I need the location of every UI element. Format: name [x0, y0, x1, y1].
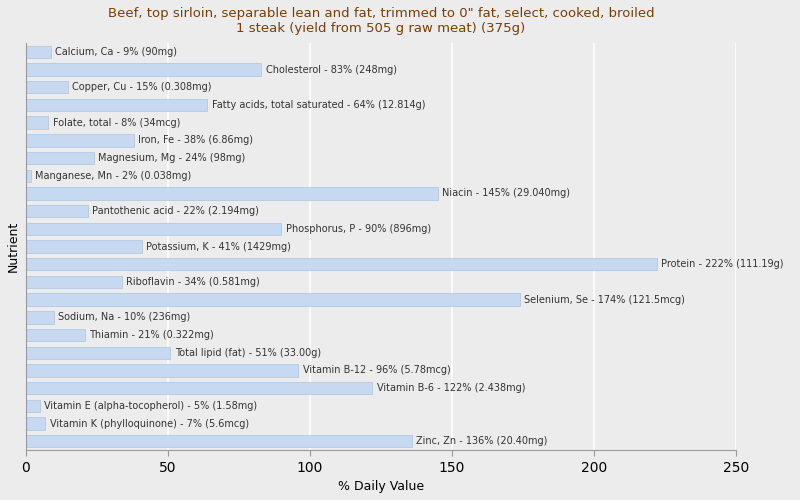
Text: Total lipid (fat) - 51% (33.00g): Total lipid (fat) - 51% (33.00g) — [174, 348, 321, 358]
Text: Copper, Cu - 15% (0.308mg): Copper, Cu - 15% (0.308mg) — [73, 82, 212, 92]
Text: Vitamin B-12 - 96% (5.78mcg): Vitamin B-12 - 96% (5.78mcg) — [302, 366, 450, 376]
Bar — [26, 152, 94, 164]
Bar — [26, 400, 40, 412]
Text: Folate, total - 8% (34mcg): Folate, total - 8% (34mcg) — [53, 118, 180, 128]
Bar — [26, 99, 207, 111]
Text: Pantothenic acid - 22% (2.194mg): Pantothenic acid - 22% (2.194mg) — [92, 206, 259, 216]
Bar — [26, 170, 31, 182]
Bar — [26, 329, 86, 341]
Text: Sodium, Na - 10% (236mg): Sodium, Na - 10% (236mg) — [58, 312, 190, 322]
Text: Protein - 222% (111.19g): Protein - 222% (111.19g) — [661, 260, 783, 270]
Bar — [26, 382, 372, 394]
Bar — [26, 205, 88, 218]
Text: Vitamin E (alpha-tocopherol) - 5% (1.58mg): Vitamin E (alpha-tocopherol) - 5% (1.58m… — [44, 401, 257, 411]
Bar — [26, 116, 48, 129]
Title: Beef, top sirloin, separable lean and fat, trimmed to 0" fat, select, cooked, br: Beef, top sirloin, separable lean and fa… — [107, 7, 654, 35]
Text: Niacin - 145% (29.040mg): Niacin - 145% (29.040mg) — [442, 188, 570, 198]
Text: Thiamin - 21% (0.322mg): Thiamin - 21% (0.322mg) — [90, 330, 214, 340]
Bar — [26, 188, 438, 200]
Text: Selenium, Se - 174% (121.5mcg): Selenium, Se - 174% (121.5mcg) — [525, 294, 686, 304]
X-axis label: % Daily Value: % Daily Value — [338, 480, 424, 493]
Bar — [26, 134, 134, 146]
Bar — [26, 46, 51, 58]
Bar — [26, 81, 68, 94]
Y-axis label: Nutrient: Nutrient — [7, 221, 20, 272]
Bar — [26, 364, 298, 376]
Bar — [26, 311, 54, 324]
Text: Fatty acids, total saturated - 64% (12.814g): Fatty acids, total saturated - 64% (12.8… — [212, 100, 426, 110]
Bar — [26, 294, 520, 306]
Bar — [26, 276, 122, 288]
Text: Cholesterol - 83% (248mg): Cholesterol - 83% (248mg) — [266, 64, 397, 74]
Bar — [26, 222, 282, 235]
Text: Phosphorus, P - 90% (896mg): Phosphorus, P - 90% (896mg) — [286, 224, 430, 234]
Text: Calcium, Ca - 9% (90mg): Calcium, Ca - 9% (90mg) — [55, 47, 178, 57]
Bar — [26, 435, 412, 448]
Bar — [26, 418, 46, 430]
Text: Riboflavin - 34% (0.581mg): Riboflavin - 34% (0.581mg) — [126, 277, 260, 287]
Text: Vitamin K (phylloquinone) - 7% (5.6mcg): Vitamin K (phylloquinone) - 7% (5.6mcg) — [50, 418, 249, 428]
Bar — [26, 258, 657, 270]
Text: Vitamin B-6 - 122% (2.438mg): Vitamin B-6 - 122% (2.438mg) — [377, 383, 525, 393]
Bar — [26, 240, 142, 253]
Bar — [26, 64, 262, 76]
Text: Zinc, Zn - 136% (20.40mg): Zinc, Zn - 136% (20.40mg) — [417, 436, 548, 446]
Text: Manganese, Mn - 2% (0.038mg): Manganese, Mn - 2% (0.038mg) — [35, 171, 192, 181]
Text: Magnesium, Mg - 24% (98mg): Magnesium, Mg - 24% (98mg) — [98, 153, 246, 163]
Text: Potassium, K - 41% (1429mg): Potassium, K - 41% (1429mg) — [146, 242, 291, 252]
Text: Iron, Fe - 38% (6.86mg): Iron, Fe - 38% (6.86mg) — [138, 136, 253, 145]
Bar — [26, 346, 170, 359]
